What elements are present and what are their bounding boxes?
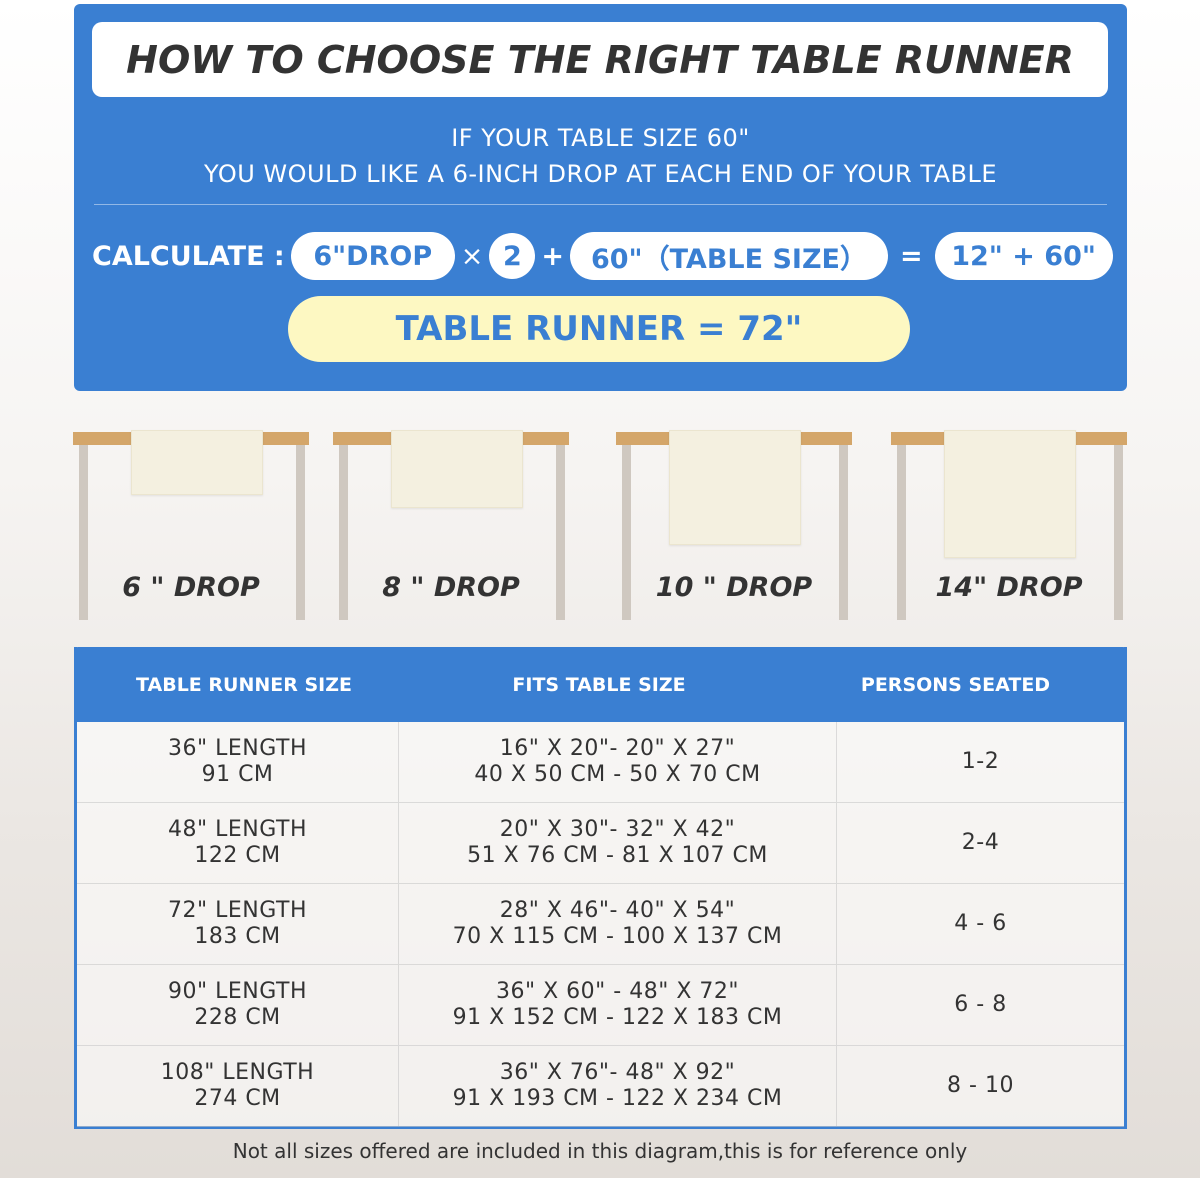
header-persons: PERSONS SEATED (860, 673, 1051, 696)
fits-inches: 20" X 30"- 32" X 42" (499, 817, 736, 842)
table-illustration-14: 14" DROP (891, 430, 1127, 622)
divider (94, 204, 1107, 205)
header-fits-table: FITS TABLE SIZE (512, 673, 686, 696)
fits-inches: 36" X 76"- 48" X 92" (499, 1060, 736, 1085)
calculation-panel: HOW TO CHOOSE THE RIGHT TABLE RUNNER IF … (74, 4, 1127, 391)
size-cm: 183 CM (194, 924, 281, 949)
persons-value: 8 - 10 (947, 1073, 1014, 1098)
size-cm: 122 CM (194, 843, 281, 868)
table-size-pill: 60"（TABLE SIZE） (569, 232, 888, 280)
table-illustration-10: 10 " DROP (616, 430, 852, 622)
fits-cm: 70 X 115 CM - 100 X 137 CM (452, 924, 783, 949)
runner-size-cell: 108" LENGTH 274 CM (77, 1046, 399, 1126)
table-row: 36" LENGTH 91 CM 16" X 20"- 20" X 27" 40 X… (77, 722, 1124, 803)
runner-8 (391, 430, 523, 508)
table-illustration-6: 6 " DROP (73, 430, 309, 622)
persons-cell: 2-4 (837, 803, 1124, 883)
calculate-label: CALCULATE : (92, 240, 285, 272)
sum-pill: 12" + 60" (934, 232, 1113, 280)
intro-line-2: YOU WOULD LIKE A 6-INCH DROP AT EACH END… (204, 160, 997, 188)
result-pill: TABLE RUNNER = 72" (288, 296, 910, 362)
fits-table-cell: 16" X 20"- 20" X 27" 40 X 50 CM - 50 X 70… (399, 722, 837, 802)
table-row: 90" LENGTH 228 CM 36" X 60" - 48" X 72" 91… (77, 965, 1124, 1046)
runner-size-cell: 72" LENGTH 183 CM (77, 884, 399, 964)
fits-table-cell: 36" X 60" - 48" X 72" 91 X 152 CM - 122 X… (399, 965, 837, 1045)
size-inches: 108" LENGTH (160, 1060, 315, 1085)
size-inches: 48" LENGTH (168, 817, 307, 842)
table-row: 72" LENGTH 183 CM 28" X 46"- 40" X 54" 70 … (77, 884, 1124, 965)
size-cm: 91 CM (201, 762, 274, 787)
drop-label: 6 " DROP (122, 572, 260, 603)
fits-cm: 91 X 152 CM - 122 X 183 CM (452, 1005, 783, 1030)
persons-cell: 1-2 (837, 722, 1124, 802)
fits-inches: 28" X 46"- 40" X 54" (499, 898, 736, 923)
persons-value: 2-4 (961, 830, 1000, 855)
fits-table-cell: 20" X 30"- 32" X 42" 51 X 76 CM - 81 X 10… (399, 803, 837, 883)
runner-size-cell: 36" LENGTH 91 CM (77, 722, 399, 802)
runner-6 (131, 430, 263, 495)
footnote: Not all sizes offered are included in th… (232, 1139, 968, 1163)
size-inches: 36" LENGTH (168, 736, 307, 761)
fits-table-cell: 28" X 46"- 40" X 54" 70 X 115 CM - 100 X … (399, 884, 837, 964)
persons-cell: 8 - 10 (837, 1046, 1124, 1126)
persons-cell: 4 - 6 (837, 884, 1124, 964)
fits-table-cell: 36" X 76"- 48" X 92" 91 X 193 CM - 122 X … (399, 1046, 837, 1126)
size-inches: 72" LENGTH (168, 898, 307, 923)
table-row: 48" LENGTH 122 CM 20" X 30"- 32" X 42" 51 … (77, 803, 1124, 884)
header-runner-size: TABLE RUNNER SIZE (136, 673, 352, 696)
times-sign: × (460, 240, 484, 272)
intro-line-1: IF YOUR TABLE SIZE 60" (451, 124, 750, 152)
fits-cm: 91 X 193 CM - 122 X 234 CM (452, 1086, 783, 1111)
plus-sign: + (541, 240, 564, 272)
equals-sign: = (899, 240, 923, 272)
fits-cm: 40 X 50 CM - 50 X 70 CM (474, 762, 761, 787)
factor-pill: 2 (489, 233, 536, 279)
size-cm: 228 CM (194, 1005, 281, 1030)
runner-size-cell: 90" LENGTH 228 CM (77, 965, 399, 1045)
drop-pill: 6"DROP (290, 232, 455, 280)
runner-10 (669, 430, 801, 545)
drop-label: 10 " DROP (655, 572, 813, 603)
persons-value: 1-2 (961, 749, 1000, 774)
size-inches: 90" LENGTH (168, 979, 307, 1004)
runner-14 (944, 430, 1076, 558)
fits-cm: 51 X 76 CM - 81 X 107 CM (467, 843, 768, 868)
table-illustration-8: 8 " DROP (333, 430, 569, 622)
drop-label: 14" DROP (935, 572, 1083, 603)
calculation-row: CALCULATE : 6"DROP × 2 + 60"（TABLE SIZE）… (92, 232, 1113, 280)
page-title: HOW TO CHOOSE THE RIGHT TABLE RUNNER (92, 22, 1108, 97)
fits-inches: 16" X 20"- 20" X 27" (499, 736, 736, 761)
table-row: 108" LENGTH 274 CM 36" X 76"- 48" X 92" 91… (77, 1046, 1124, 1127)
size-cm: 274 CM (194, 1086, 281, 1111)
runner-size-cell: 48" LENGTH 122 CM (77, 803, 399, 883)
size-table: TABLE RUNNER SIZE FITS TABLE SIZE PERSON… (74, 647, 1127, 1129)
fits-inches: 36" X 60" - 48" X 72" (496, 979, 739, 1004)
persons-value: 4 - 6 (954, 911, 1007, 936)
persons-cell: 6 - 8 (837, 965, 1124, 1045)
drop-label: 8 " DROP (382, 572, 520, 603)
table-header: TABLE RUNNER SIZE FITS TABLE SIZE PERSON… (74, 647, 1127, 722)
persons-value: 6 - 8 (954, 992, 1007, 1017)
